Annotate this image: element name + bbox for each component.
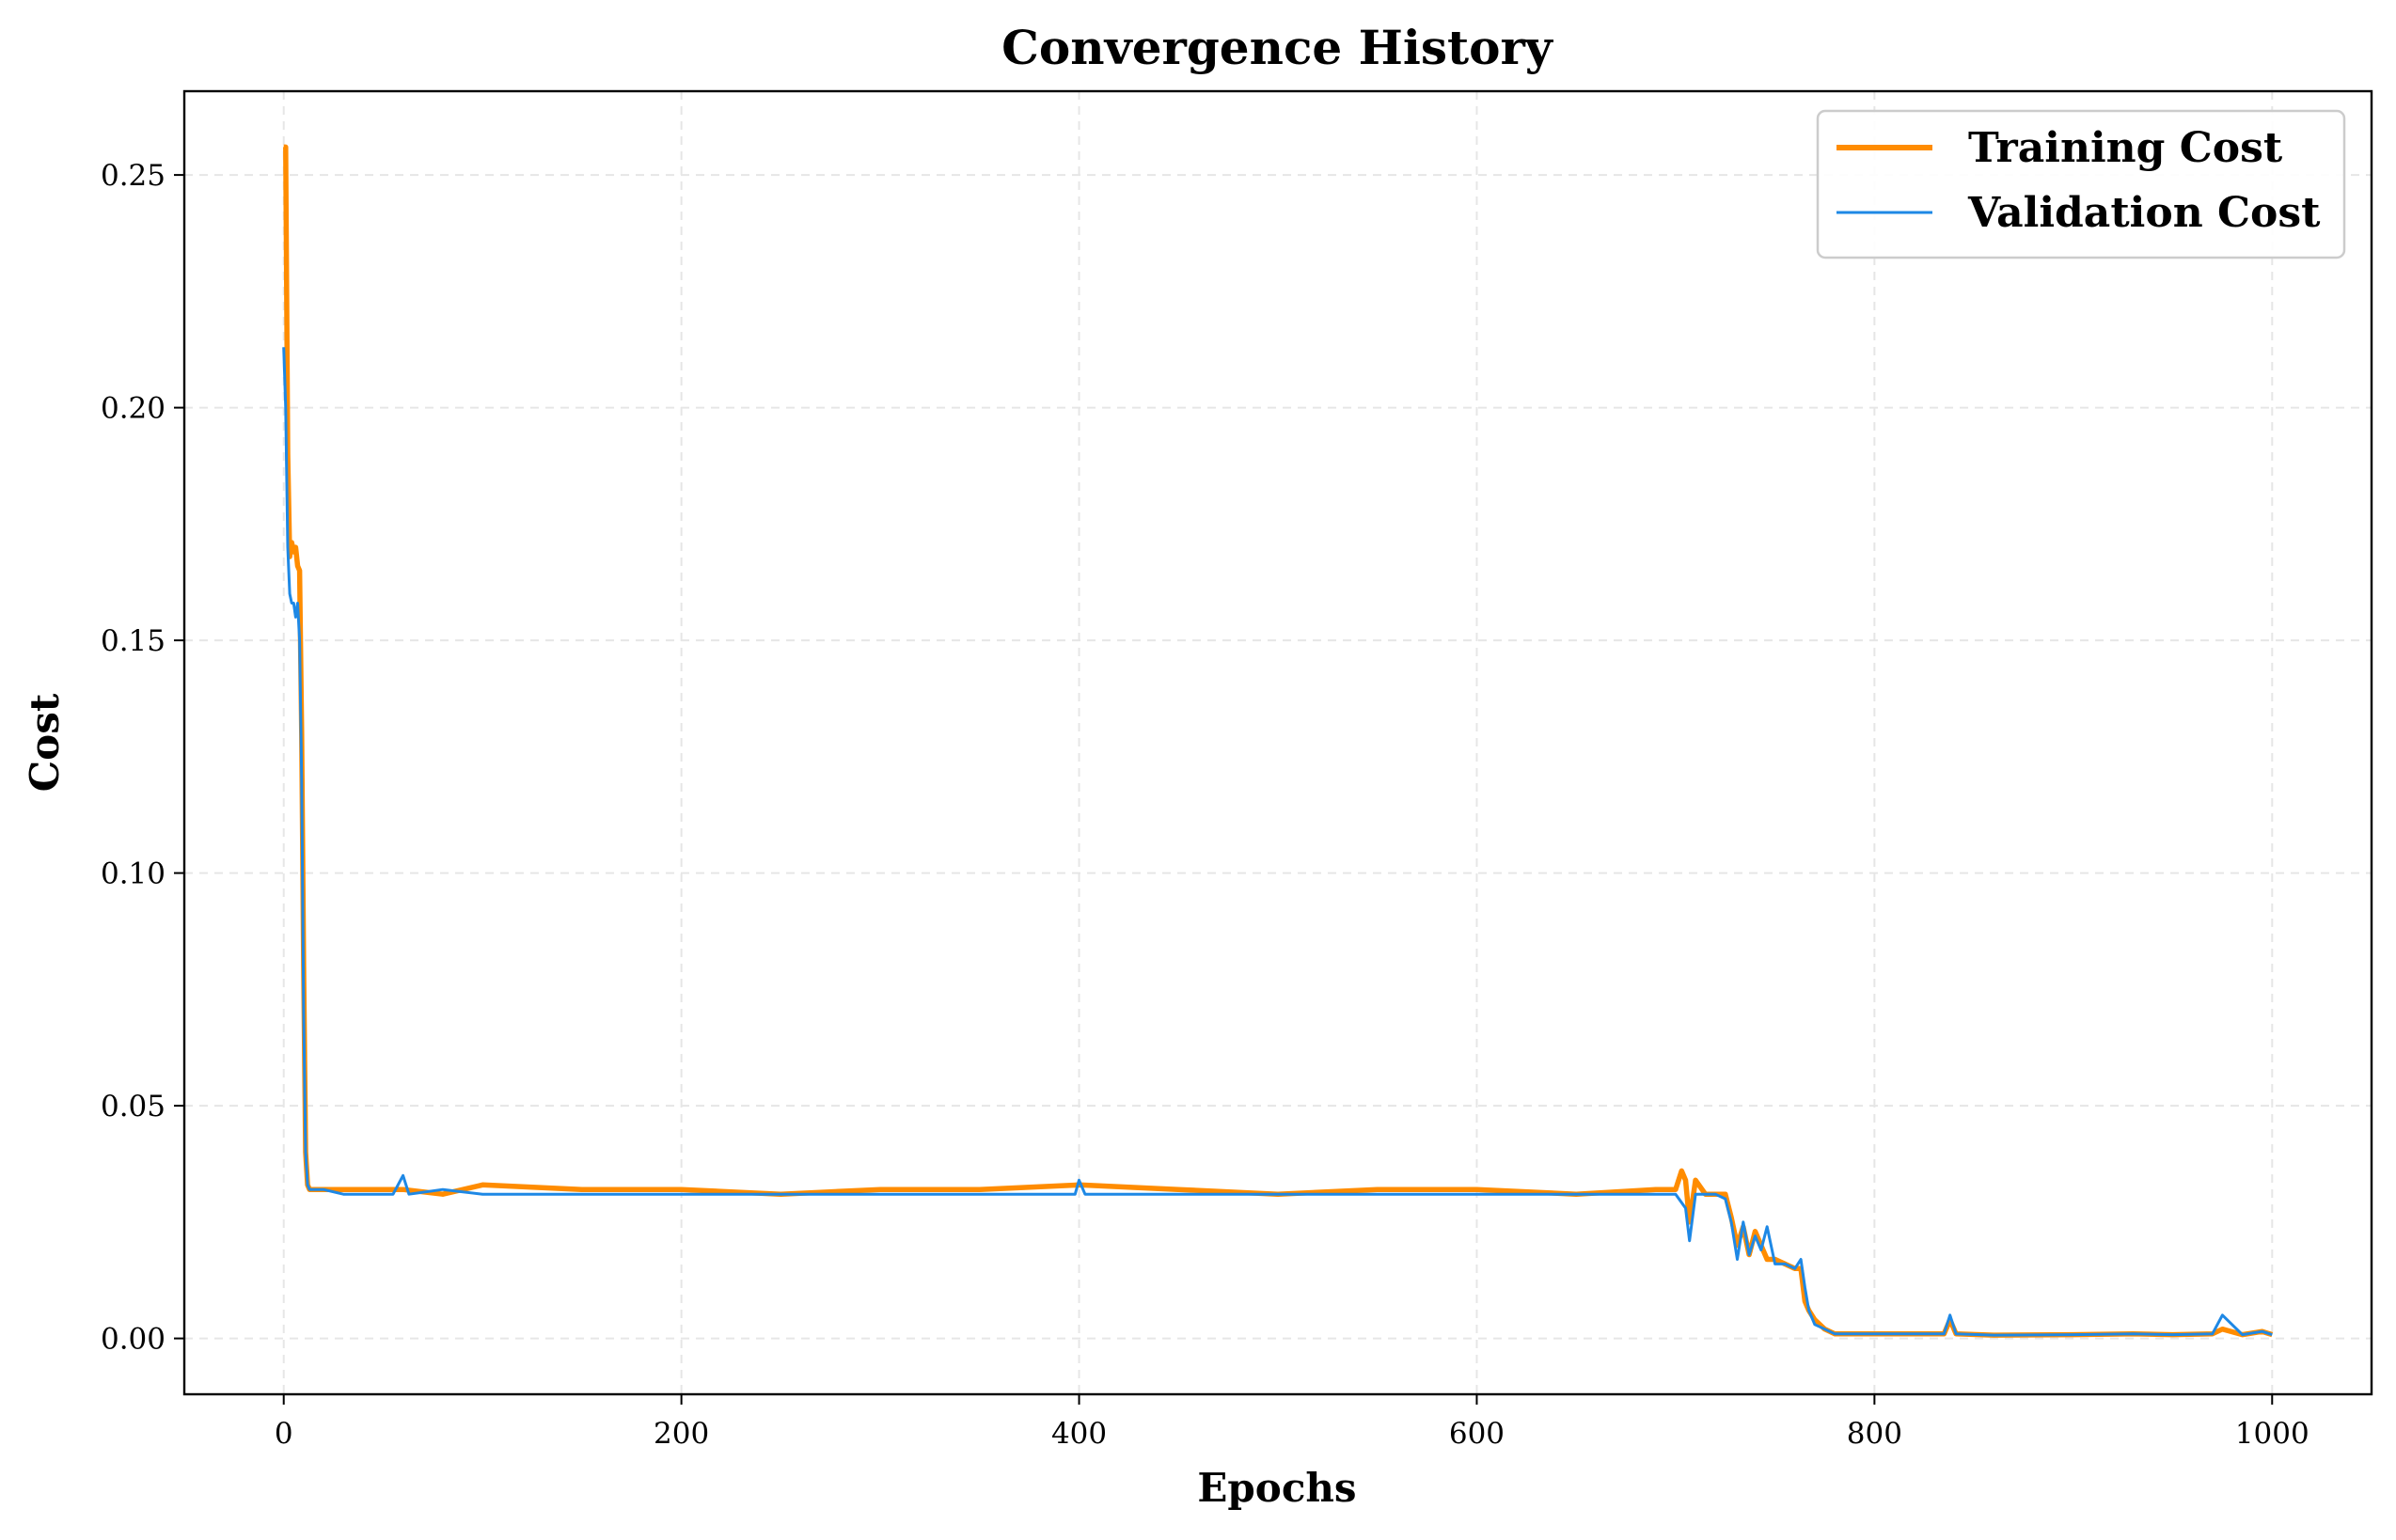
validation-cost-line: [282, 347, 2273, 1337]
x-tick-label: 600: [1449, 1417, 1505, 1451]
x-axis-ticks: 0 200 400 600 800 1000: [275, 1394, 2309, 1451]
y-axis-ticks: 0.00 0.05 0.10 0.15 0.20 0.25: [101, 159, 184, 1357]
x-tick-label: 0: [275, 1417, 293, 1451]
y-tick-label: 0.15: [101, 624, 166, 658]
x-tick-label: 800: [1847, 1417, 1902, 1451]
x-tick-label: 200: [654, 1417, 709, 1451]
series-layer: [282, 144, 2274, 1338]
y-tick-label: 0.20: [101, 392, 166, 426]
legend-label-validation: Validation Cost: [1967, 189, 2321, 237]
y-tick-label: 0.10: [101, 857, 166, 891]
x-axis-label: Epochs: [1197, 1465, 1356, 1511]
y-axis-label: Cost: [22, 693, 68, 792]
legend-box: [1816, 109, 2346, 259]
chart-title: Convergence History: [1001, 20, 1554, 75]
x-tick-label: 400: [1051, 1417, 1107, 1451]
plot-frame: [182, 89, 2373, 1396]
y-tick-label: 0.00: [101, 1323, 166, 1357]
y-tick-label: 0.05: [101, 1090, 166, 1124]
y-tick-label: 0.25: [101, 159, 166, 193]
legend-label-training: Training Cost: [1968, 124, 2283, 172]
legend: Training Cost Validation Cost: [1816, 109, 2346, 259]
x-tick-label: 1000: [2235, 1417, 2309, 1451]
